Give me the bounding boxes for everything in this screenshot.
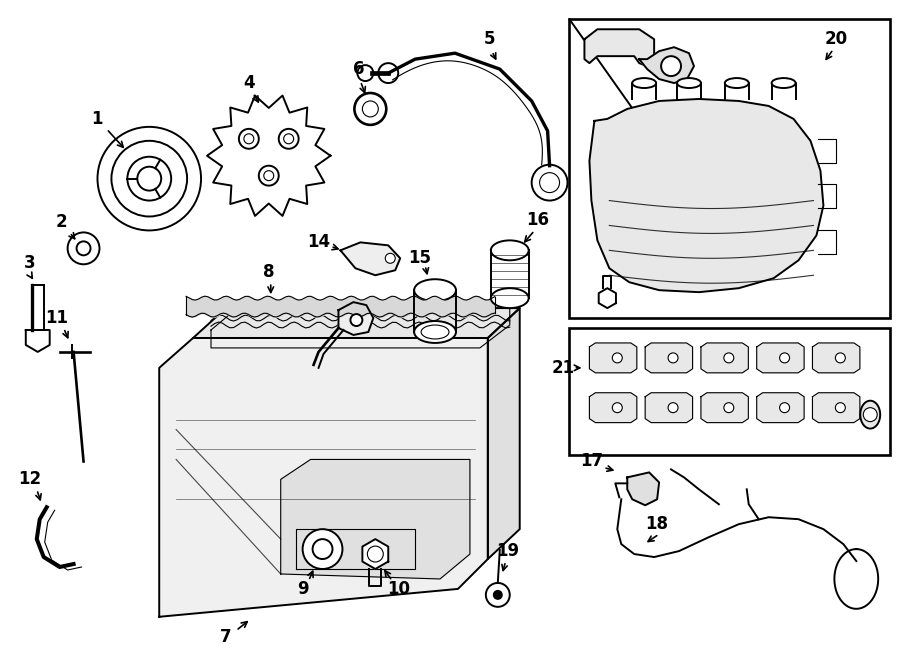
- Circle shape: [385, 253, 395, 263]
- Polygon shape: [363, 539, 388, 569]
- Circle shape: [612, 403, 622, 412]
- Polygon shape: [590, 99, 824, 292]
- Polygon shape: [194, 308, 519, 338]
- Polygon shape: [639, 47, 694, 83]
- Circle shape: [279, 129, 299, 149]
- Bar: [570, 328, 890, 455]
- Polygon shape: [281, 459, 470, 579]
- Text: 10: 10: [387, 580, 410, 598]
- Polygon shape: [813, 393, 860, 422]
- Circle shape: [532, 165, 568, 200]
- Polygon shape: [159, 338, 488, 617]
- Text: 11: 11: [45, 309, 68, 327]
- Text: 13: 13: [299, 299, 322, 317]
- Circle shape: [779, 403, 789, 412]
- Text: 4: 4: [243, 74, 255, 92]
- Text: 21: 21: [552, 359, 575, 377]
- Bar: [570, 19, 890, 318]
- Ellipse shape: [491, 241, 528, 260]
- Polygon shape: [813, 343, 860, 373]
- Text: 1: 1: [91, 110, 103, 128]
- Circle shape: [779, 353, 789, 363]
- Text: 20: 20: [824, 30, 848, 48]
- Polygon shape: [488, 308, 519, 559]
- Circle shape: [350, 314, 363, 326]
- Text: 12: 12: [18, 471, 41, 488]
- Text: 7: 7: [220, 628, 232, 646]
- Circle shape: [835, 353, 845, 363]
- Ellipse shape: [771, 78, 796, 88]
- Ellipse shape: [677, 78, 701, 88]
- Polygon shape: [645, 393, 693, 422]
- Circle shape: [238, 129, 259, 149]
- Polygon shape: [598, 288, 616, 308]
- Circle shape: [835, 403, 845, 412]
- Ellipse shape: [632, 78, 656, 88]
- Ellipse shape: [414, 279, 456, 301]
- Ellipse shape: [414, 321, 456, 343]
- Polygon shape: [757, 343, 804, 373]
- Circle shape: [863, 408, 878, 422]
- Text: 3: 3: [24, 254, 36, 272]
- Circle shape: [486, 583, 509, 607]
- Circle shape: [302, 529, 343, 569]
- Polygon shape: [590, 343, 637, 373]
- Polygon shape: [590, 393, 637, 422]
- Text: 18: 18: [645, 515, 669, 533]
- Polygon shape: [701, 343, 748, 373]
- Polygon shape: [338, 302, 373, 335]
- Polygon shape: [701, 393, 748, 422]
- Circle shape: [259, 166, 279, 186]
- Text: 6: 6: [353, 60, 364, 78]
- Text: 19: 19: [496, 542, 519, 560]
- Polygon shape: [340, 243, 400, 275]
- Circle shape: [493, 590, 503, 600]
- Circle shape: [724, 353, 733, 363]
- Polygon shape: [757, 393, 804, 422]
- Circle shape: [668, 403, 678, 412]
- Circle shape: [662, 56, 681, 76]
- Circle shape: [724, 403, 733, 412]
- Text: 8: 8: [263, 263, 274, 281]
- Text: 9: 9: [297, 580, 309, 598]
- Ellipse shape: [491, 288, 528, 308]
- Text: 14: 14: [307, 233, 330, 251]
- Polygon shape: [645, 343, 693, 373]
- Text: 2: 2: [56, 214, 68, 231]
- Circle shape: [612, 353, 622, 363]
- Text: 15: 15: [409, 249, 432, 267]
- Polygon shape: [584, 29, 654, 66]
- Polygon shape: [627, 473, 659, 505]
- Circle shape: [668, 353, 678, 363]
- Text: 16: 16: [526, 212, 549, 229]
- Ellipse shape: [724, 78, 749, 88]
- Ellipse shape: [860, 401, 880, 428]
- Text: 17: 17: [580, 452, 603, 471]
- Text: 5: 5: [484, 30, 496, 48]
